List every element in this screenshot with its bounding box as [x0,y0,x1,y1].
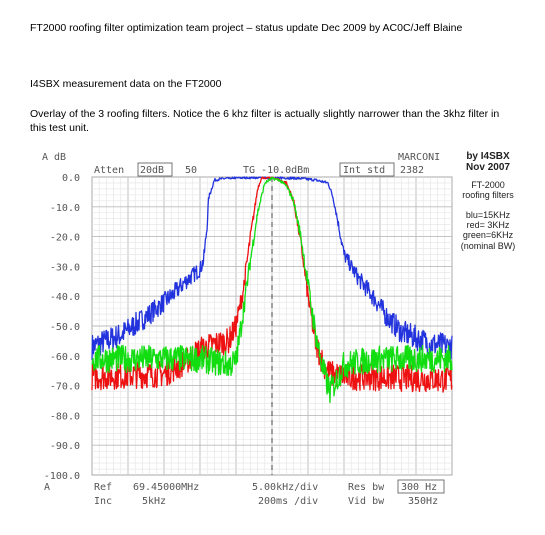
document-paragraph-line2: this test unit. [30,122,89,134]
note-subject: roofing filters [462,190,514,200]
vid-bw-value: 350Hz [408,496,438,507]
y-axis-label: A dB [42,152,66,163]
y-tick-label: -30.0 [50,262,80,273]
inc-value: 5kHz [142,496,166,507]
atten-label: Atten [94,165,124,176]
note-author: by I4SBX [466,151,510,162]
int-std-value: 2382 [400,165,424,176]
y-tick-label: -10.0 [50,203,80,214]
atten-value: 20dB [140,165,164,176]
ref-label: Ref [94,482,112,493]
int-std-box [339,162,395,177]
res-bw-box [397,479,445,494]
y-tick-label: -60.0 [50,352,80,363]
vid-bw-label: Vid bw [348,496,385,507]
div-freq: 5.00kHz/div [252,482,318,493]
legend-red: red= 3KHz [467,220,510,230]
inc-label: Inc [94,496,112,507]
div-time: 200ms /div [258,496,318,507]
trace-green-6khz [91,176,453,404]
atten-value-box [137,162,173,177]
legend-blue: blu=15KHz [466,210,511,220]
document-heading: FT2000 roofing filter optimization team … [30,22,463,34]
document-paragraph-line1: Overlay of the 3 roofing filters. Notice… [30,108,500,120]
note-date: Nov 2007 [466,162,510,173]
ref-value: 69.45000MHz [133,482,199,493]
res-bw-value: 300 Hz [401,482,437,493]
y-tick-label: -100.0 [44,471,80,482]
note-model: FT-2000 [471,180,505,190]
int-std-label: Int std [343,165,385,176]
brand-label: MARCONI [398,152,440,163]
y-tick-label: -90.0 [50,441,80,452]
y-tick-label: -70.0 [50,382,80,393]
y-tick-label: -80.0 [50,411,80,422]
atten-extra: 50 [185,165,197,176]
legend-nominal: (nominal BW) [461,241,516,251]
bottom-left-label: A [44,482,50,493]
trace-group [91,176,453,404]
y-tick-label: 0.0 [62,173,80,184]
y-tick-label: -50.0 [50,322,80,333]
y-tick-label: -40.0 [50,292,80,303]
document-subheading: I4SBX measurement data on the FT2000 [30,78,222,90]
y-tick-label: -20.0 [50,233,80,244]
legend-green: green=6KHz [463,230,514,240]
y-tick-labels: 0.0 -10.0 -20.0 -30.0 -40.0 -50.0 -60.0 -70.0 -8… [44,173,80,482]
res-bw-label: Res bw [348,482,385,493]
tg-label: TG -10.0dBm [243,165,309,176]
